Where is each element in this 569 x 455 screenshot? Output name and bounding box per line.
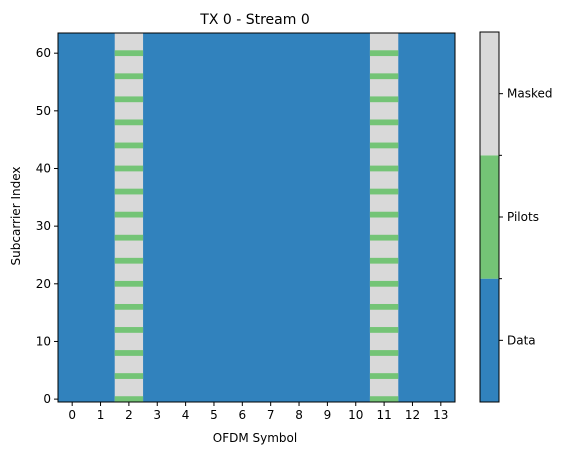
pilot-cell-2-4 xyxy=(114,373,144,379)
pilot-cell-11-48 xyxy=(369,119,399,126)
pilot-cell-11-36 xyxy=(369,188,399,195)
pilot-cell-11-60 xyxy=(369,50,399,57)
x-tick-label: 7 xyxy=(267,408,275,422)
pilot-cell-2-0 xyxy=(114,396,144,402)
pilot-cell-2-52 xyxy=(114,96,144,103)
x-tick-label: 8 xyxy=(295,408,303,422)
pilot-cell-11-20 xyxy=(369,280,399,287)
pilot-cell-11-32 xyxy=(369,211,399,218)
pilot-cell-11-56 xyxy=(369,73,399,80)
x-tick-label: 10 xyxy=(348,408,363,422)
x-tick-label: 2 xyxy=(125,408,133,422)
pilot-cell-11-8 xyxy=(369,350,399,356)
x-tick-label: 6 xyxy=(239,408,247,422)
pilot-cell-2-36 xyxy=(114,188,144,195)
colorbar-label: Masked xyxy=(507,87,552,101)
pilot-cell-11-16 xyxy=(369,303,399,310)
x-tick-label: 13 xyxy=(433,408,448,422)
x-tick-label: 12 xyxy=(405,408,420,422)
pilot-cell-2-44 xyxy=(114,142,144,149)
x-tick-label: 0 xyxy=(68,408,76,422)
colorbar-segment-pilots xyxy=(480,155,499,279)
colorbar-label: Data xyxy=(507,333,536,347)
colorbar-segment-data xyxy=(480,278,499,402)
pilot-cell-2-8 xyxy=(114,350,144,356)
pilot-cell-2-60 xyxy=(114,50,144,57)
plot-frame xyxy=(57,32,456,403)
plot-area xyxy=(57,32,456,403)
pilot-cell-2-24 xyxy=(114,257,144,264)
y-tick-label: 40 xyxy=(36,161,51,175)
colorbar-frame xyxy=(479,31,500,403)
pilot-cell-2-56 xyxy=(114,73,144,80)
pilot-cell-2-48 xyxy=(114,119,144,126)
y-tick-label: 50 xyxy=(36,104,51,118)
pilot-cell-2-32 xyxy=(114,211,144,218)
colorbar: Data Pilots Masked xyxy=(479,31,552,403)
y-tick-label: 0 xyxy=(43,392,51,406)
pilot-cell-11-4 xyxy=(369,373,399,379)
y-tick-label: 10 xyxy=(36,334,51,348)
colorbar-segment-masked xyxy=(480,32,499,156)
x-axis-label: OFDM Symbol xyxy=(213,431,297,445)
pilot-cell-11-28 xyxy=(369,234,399,241)
y-tick-label: 30 xyxy=(36,219,51,233)
y-axis: 0 10 20 30 40 50 60 xyxy=(36,46,58,406)
colorbar-label: Pilots xyxy=(507,210,539,224)
pilot-cell-11-0 xyxy=(369,396,399,402)
pilot-cell-11-24 xyxy=(369,257,399,264)
pilot-cell-11-40 xyxy=(369,165,399,172)
pilot-cell-11-12 xyxy=(369,327,399,333)
y-axis-label: Subcarrier Index xyxy=(9,167,23,266)
chart-title: TX 0 - Stream 0 xyxy=(199,12,309,28)
pilot-cell-2-40 xyxy=(114,165,144,172)
pilot-cell-2-28 xyxy=(114,234,144,241)
x-tick-label: 9 xyxy=(324,408,332,422)
pilot-cell-2-16 xyxy=(114,303,144,310)
pilot-cell-11-52 xyxy=(369,96,399,103)
y-tick-label: 20 xyxy=(36,277,51,291)
pilot-cell-11-44 xyxy=(369,142,399,149)
x-tick-label: 3 xyxy=(153,408,161,422)
x-axis: 0 1 2 3 4 5 6 7 8 9 10 11 12 13 xyxy=(68,402,448,422)
x-tick-label: 1 xyxy=(97,408,105,422)
pilot-cell-2-12 xyxy=(114,327,144,333)
x-tick-label: 4 xyxy=(182,408,190,422)
x-tick-label: 11 xyxy=(376,408,391,422)
y-tick-label: 60 xyxy=(36,46,51,60)
pilot-cell-2-20 xyxy=(114,280,144,287)
x-tick-label: 5 xyxy=(210,408,218,422)
